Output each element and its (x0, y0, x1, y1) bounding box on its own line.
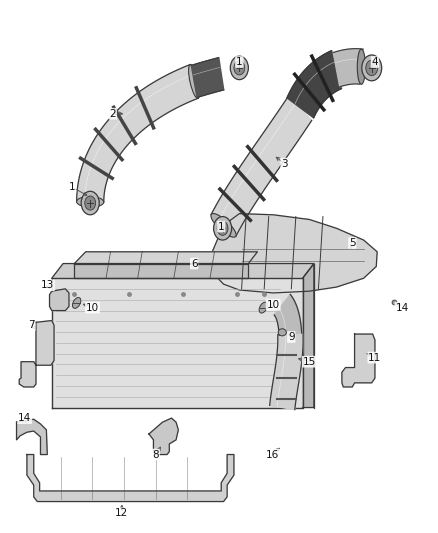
Text: 14: 14 (18, 413, 31, 423)
Ellipse shape (211, 214, 236, 237)
Polygon shape (211, 95, 312, 236)
Text: 3: 3 (281, 159, 288, 168)
Polygon shape (274, 294, 302, 335)
Polygon shape (303, 263, 314, 408)
Text: 5: 5 (349, 238, 356, 248)
Text: 8: 8 (152, 449, 159, 459)
Polygon shape (74, 263, 248, 278)
Polygon shape (27, 455, 234, 502)
Text: 14: 14 (396, 303, 409, 313)
Polygon shape (212, 214, 377, 293)
Text: 13: 13 (41, 280, 54, 290)
Text: 16: 16 (266, 449, 279, 459)
Ellipse shape (278, 329, 286, 336)
Polygon shape (270, 334, 303, 410)
Ellipse shape (77, 197, 104, 207)
Circle shape (217, 221, 228, 236)
Text: 7: 7 (28, 320, 35, 330)
Text: 1: 1 (218, 222, 225, 231)
Text: 12: 12 (115, 508, 128, 518)
Circle shape (366, 60, 378, 76)
Polygon shape (77, 64, 198, 202)
Text: 9: 9 (288, 332, 295, 342)
Text: 4: 4 (371, 57, 378, 67)
Ellipse shape (357, 49, 365, 84)
Ellipse shape (189, 64, 200, 99)
Text: 15: 15 (303, 357, 316, 367)
Polygon shape (52, 263, 314, 278)
Text: 1: 1 (236, 57, 243, 67)
Circle shape (85, 196, 95, 210)
Text: 2: 2 (110, 109, 116, 119)
Polygon shape (52, 278, 303, 408)
Text: 10: 10 (86, 303, 99, 313)
Text: 6: 6 (191, 259, 198, 269)
Polygon shape (19, 320, 54, 387)
Text: 11: 11 (368, 352, 381, 362)
Polygon shape (333, 49, 363, 87)
Circle shape (81, 191, 99, 215)
Text: 10: 10 (267, 300, 280, 310)
Polygon shape (342, 334, 375, 387)
Ellipse shape (72, 297, 81, 309)
Polygon shape (74, 252, 258, 263)
Polygon shape (191, 58, 224, 98)
Polygon shape (149, 418, 178, 455)
Circle shape (234, 61, 245, 75)
Polygon shape (49, 289, 69, 311)
Ellipse shape (259, 302, 268, 313)
Text: 1: 1 (69, 182, 75, 192)
Circle shape (230, 56, 248, 79)
Polygon shape (287, 51, 341, 118)
Circle shape (214, 216, 232, 240)
Polygon shape (17, 419, 47, 455)
Circle shape (362, 55, 381, 81)
